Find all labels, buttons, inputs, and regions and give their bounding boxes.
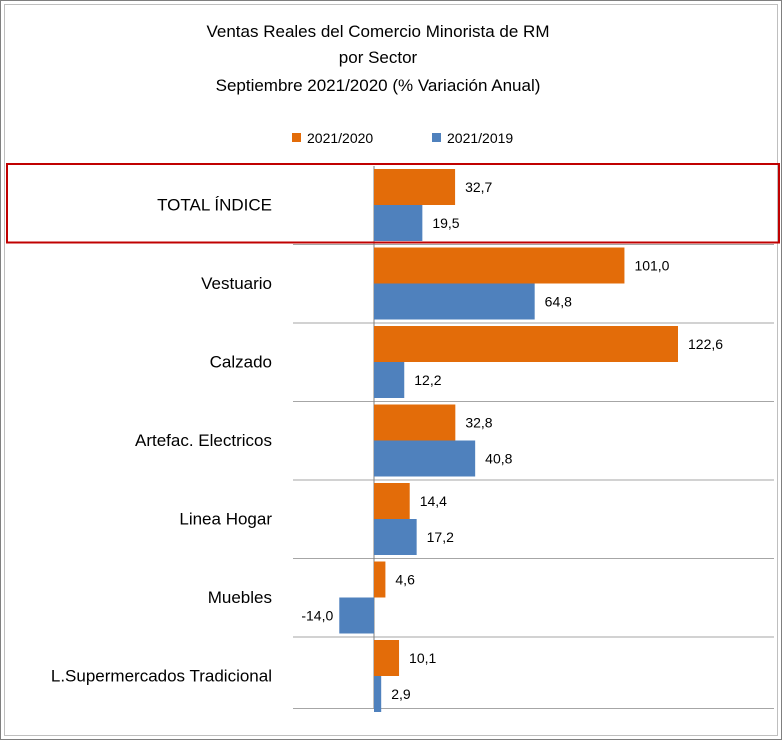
legend-swatch (292, 133, 301, 142)
bar-2021-2019 (374, 283, 535, 320)
data-label: 10,1 (409, 650, 436, 666)
bar-2021-2019 (374, 519, 417, 555)
category-label: L.Supermercados Tradicional (51, 666, 272, 685)
data-label: 19,5 (432, 215, 459, 231)
data-label: 4,6 (395, 572, 415, 588)
data-label: 17,2 (427, 529, 454, 545)
bar-2021-2020 (374, 561, 386, 598)
highlight-box-group (6, 163, 780, 244)
data-label: 32,7 (465, 179, 492, 195)
category-label: TOTAL ÍNDICE (157, 195, 272, 214)
data-label: 14,4 (420, 493, 447, 509)
data-label: 2,9 (391, 686, 411, 702)
bar-2021-2020 (374, 640, 400, 676)
legend-label: 2021/2019 (447, 130, 513, 146)
category-label: Linea Hogar (179, 509, 272, 528)
chart-title: Ventas Reales del Comercio Minorista de … (207, 22, 550, 95)
bar-2021-2019 (374, 676, 382, 712)
data-label: 101,0 (634, 258, 669, 274)
highlight-box (6, 163, 780, 244)
bars (339, 169, 678, 712)
chart-title-line: Ventas Reales del Comercio Minorista de … (207, 22, 550, 41)
bar-2021-2019 (374, 205, 423, 241)
category-label: Muebles (208, 588, 272, 607)
bar-2021-2020 (374, 169, 456, 205)
bar-2021-2020 (374, 404, 456, 441)
data-label: 40,8 (485, 451, 512, 467)
chart-title-line: Septiembre 2021/2020 (% Variación Anual) (216, 76, 541, 95)
category-label: Artefac. Electricos (135, 431, 272, 450)
chart-title-line: por Sector (339, 48, 418, 67)
category-label: Vestuario (201, 274, 272, 293)
data-label: 12,2 (414, 372, 441, 388)
legend-swatch (432, 133, 441, 142)
category-labels: TOTAL ÍNDICE Vestuario Calzado Artefac. Ele… (51, 195, 272, 685)
data-label: -14,0 (301, 608, 333, 624)
data-labels: 32,7 19,5 101,0 64,8 122,6 12,2 32,8 40,8 14,4 17… (301, 179, 723, 702)
bar-2021-2020 (374, 326, 678, 362)
bar-2021-2020 (374, 483, 410, 519)
category-label: Calzado (210, 352, 272, 371)
bar-2021-2019 (374, 362, 405, 398)
bar-2021-2019 (374, 440, 476, 477)
data-label: 64,8 (545, 294, 572, 310)
data-label: 122,6 (688, 336, 723, 352)
bar-2021-2019 (339, 597, 374, 634)
data-label: 32,8 (465, 415, 492, 431)
chart-legend: 2021/2020 2021/2019 (292, 130, 513, 146)
bar-2021-2020 (374, 247, 625, 284)
chart-frame-inner (4, 4, 778, 736)
legend-label: 2021/2020 (307, 130, 373, 146)
